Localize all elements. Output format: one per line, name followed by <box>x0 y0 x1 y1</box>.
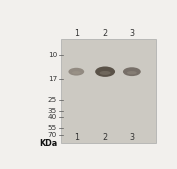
Text: 25: 25 <box>48 97 57 103</box>
Ellipse shape <box>72 71 81 74</box>
Text: 1: 1 <box>74 133 79 142</box>
Bar <box>61 39 156 143</box>
Ellipse shape <box>68 68 84 76</box>
Ellipse shape <box>100 71 111 75</box>
Text: 3: 3 <box>129 133 134 142</box>
Ellipse shape <box>123 67 141 76</box>
Text: 35: 35 <box>48 108 57 114</box>
Text: 17: 17 <box>48 77 57 82</box>
Text: 10: 10 <box>48 52 57 58</box>
Text: 2: 2 <box>102 29 108 38</box>
Text: 40: 40 <box>48 114 57 120</box>
Ellipse shape <box>95 66 115 77</box>
Ellipse shape <box>127 71 137 74</box>
Text: 1: 1 <box>74 29 79 38</box>
Text: KDa: KDa <box>39 139 57 148</box>
Text: 2: 2 <box>102 133 108 142</box>
Text: 70: 70 <box>48 132 57 138</box>
Text: 3: 3 <box>129 29 134 38</box>
Text: 55: 55 <box>48 125 57 131</box>
